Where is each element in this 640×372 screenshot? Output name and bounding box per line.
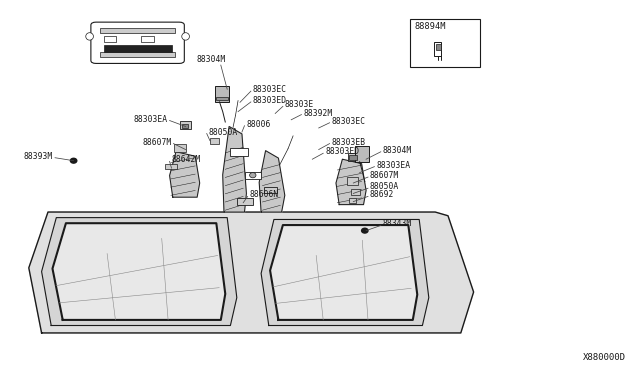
Ellipse shape bbox=[182, 33, 189, 40]
Bar bbox=[436, 44, 441, 51]
Bar bbox=[237, 198, 253, 205]
Bar bbox=[434, 42, 442, 56]
Bar bbox=[349, 198, 356, 203]
Text: 88343M: 88343M bbox=[383, 219, 412, 228]
Text: 88303EC: 88303EC bbox=[253, 85, 287, 94]
Text: 88303EC: 88303EC bbox=[332, 117, 365, 126]
Polygon shape bbox=[336, 159, 366, 205]
Bar bbox=[349, 155, 357, 160]
Polygon shape bbox=[223, 126, 246, 212]
Bar bbox=[165, 164, 177, 169]
Bar bbox=[351, 189, 360, 195]
Text: X880000D: X880000D bbox=[583, 353, 626, 362]
Text: 88303EB: 88303EB bbox=[332, 138, 365, 147]
Bar bbox=[141, 36, 154, 42]
Text: 88303ED: 88303ED bbox=[253, 96, 287, 105]
Text: 88607M: 88607M bbox=[142, 138, 172, 147]
Polygon shape bbox=[261, 219, 429, 326]
Text: 88303EA: 88303EA bbox=[134, 115, 168, 124]
Polygon shape bbox=[170, 152, 200, 197]
Bar bbox=[215, 86, 229, 102]
Bar bbox=[355, 146, 369, 162]
Bar bbox=[100, 28, 175, 33]
Text: 88607M: 88607M bbox=[370, 171, 399, 180]
Ellipse shape bbox=[70, 158, 77, 163]
Bar bbox=[104, 36, 116, 42]
Ellipse shape bbox=[86, 33, 93, 40]
Polygon shape bbox=[29, 212, 474, 333]
Text: 88642M: 88642M bbox=[172, 155, 201, 164]
Bar bbox=[348, 153, 360, 161]
Bar bbox=[347, 177, 358, 185]
Polygon shape bbox=[270, 225, 417, 320]
Polygon shape bbox=[42, 218, 237, 326]
Text: 88006: 88006 bbox=[246, 120, 271, 129]
FancyBboxPatch shape bbox=[91, 22, 184, 63]
Text: 88393M: 88393M bbox=[24, 152, 53, 161]
Bar bbox=[216, 97, 228, 100]
Bar bbox=[182, 124, 188, 128]
Text: 88304M: 88304M bbox=[196, 55, 226, 64]
Ellipse shape bbox=[250, 173, 256, 178]
Text: 88303ED: 88303ED bbox=[325, 147, 359, 156]
Bar bbox=[104, 45, 172, 52]
Bar bbox=[230, 148, 248, 156]
Bar bbox=[410, 19, 480, 67]
Polygon shape bbox=[52, 223, 225, 320]
Bar bbox=[180, 121, 191, 129]
Text: 88894M: 88894M bbox=[415, 22, 446, 31]
Text: 88050A: 88050A bbox=[370, 182, 399, 191]
Bar bbox=[245, 172, 261, 179]
Bar bbox=[100, 52, 175, 57]
Text: 88304M: 88304M bbox=[383, 146, 412, 155]
Text: 88692: 88692 bbox=[370, 190, 394, 199]
Bar bbox=[264, 187, 277, 193]
Bar bbox=[174, 144, 186, 152]
Text: 88303E: 88303E bbox=[285, 100, 314, 109]
Ellipse shape bbox=[362, 228, 368, 233]
Text: 88392M: 88392M bbox=[303, 109, 333, 118]
Polygon shape bbox=[259, 151, 285, 212]
Text: 88606N: 88606N bbox=[250, 190, 279, 199]
Text: 88303EA: 88303EA bbox=[376, 161, 410, 170]
Text: 88050A: 88050A bbox=[209, 128, 238, 137]
Bar bbox=[210, 138, 219, 144]
